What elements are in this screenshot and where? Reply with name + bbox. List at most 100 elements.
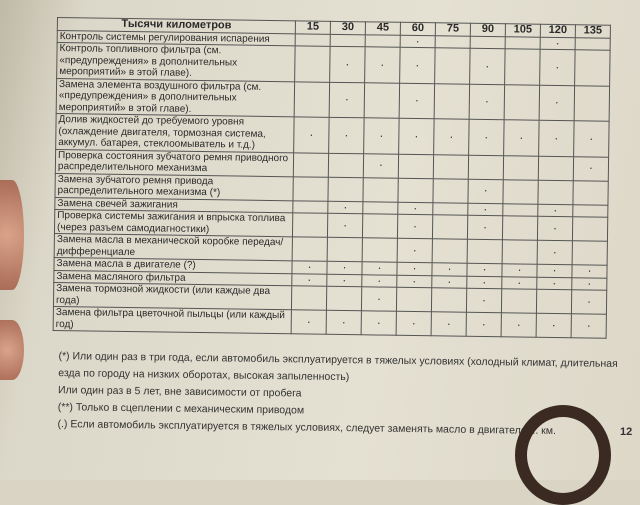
empty-cell bbox=[292, 176, 329, 201]
document-page: Тысячи километров 15 30 45 60 75 90 105 120 135 … bbox=[0, 0, 640, 480]
mark-dot: · bbox=[467, 178, 504, 204]
empty-cell bbox=[326, 286, 362, 311]
mark-dot: · bbox=[363, 153, 399, 178]
empty-cell bbox=[327, 237, 363, 262]
mark-dot: · bbox=[468, 119, 505, 156]
mark-dot: · bbox=[397, 200, 433, 215]
mark-dot: · bbox=[397, 214, 433, 239]
empty-cell bbox=[470, 35, 506, 49]
empty-cell bbox=[292, 236, 328, 262]
empty-cell bbox=[574, 85, 610, 122]
empty-cell bbox=[398, 153, 434, 179]
header-col: 75 bbox=[435, 22, 471, 36]
finger-photo bbox=[0, 320, 24, 380]
empty-cell bbox=[505, 36, 541, 50]
mark-dot: · bbox=[399, 47, 436, 84]
row-label: Контроль топливного фильтра (см. «предуп… bbox=[56, 42, 296, 82]
header-col: 15 bbox=[295, 20, 331, 34]
empty-cell bbox=[294, 81, 330, 118]
row-label: Проверка состояния зубчатого ремня приво… bbox=[55, 148, 294, 177]
mark-dot: · bbox=[538, 120, 575, 157]
empty-cell bbox=[504, 48, 541, 85]
mark-dot: · bbox=[397, 238, 433, 263]
empty-cell bbox=[365, 34, 401, 48]
header-col: 45 bbox=[365, 21, 401, 35]
mark-dot: · bbox=[400, 34, 436, 48]
mark-dot: · bbox=[327, 200, 363, 214]
header-col: 30 bbox=[330, 21, 366, 35]
mark-dot: · bbox=[329, 46, 366, 83]
empty-cell bbox=[572, 240, 608, 266]
empty-cell bbox=[574, 49, 611, 86]
empty-cell bbox=[432, 214, 468, 240]
mark-dot: · bbox=[361, 273, 397, 288]
mark-dot: · bbox=[571, 276, 607, 291]
empty-cell bbox=[502, 179, 539, 204]
mark-dot: · bbox=[536, 313, 572, 338]
mark-dot: · bbox=[537, 240, 573, 265]
empty-cell bbox=[362, 237, 398, 263]
row-label: Замена элемента воздушного фильтра (см. … bbox=[56, 78, 295, 117]
empty-cell bbox=[575, 37, 611, 51]
page-number: 12 bbox=[620, 426, 633, 438]
empty-cell bbox=[362, 213, 398, 239]
empty-cell bbox=[432, 202, 468, 216]
mark-dot: · bbox=[469, 83, 505, 120]
mark-dot: · bbox=[326, 273, 362, 287]
mark-dot: · bbox=[501, 312, 537, 338]
mark-dot: · bbox=[466, 312, 502, 337]
row-label: Проверка системы зажигания и впрыска топ… bbox=[54, 209, 293, 237]
mark-dot: · bbox=[361, 286, 397, 312]
mark-dot: · bbox=[363, 117, 400, 154]
mark-dot: · bbox=[466, 288, 502, 313]
empty-cell bbox=[362, 177, 399, 202]
empty-cell bbox=[364, 82, 400, 119]
mark-dot: · bbox=[364, 46, 401, 83]
mark-dot: · bbox=[431, 274, 467, 289]
mark-dot: · bbox=[326, 310, 362, 335]
empty-cell bbox=[572, 180, 609, 205]
empty-cell bbox=[295, 33, 331, 47]
mark-dot: · bbox=[466, 274, 502, 289]
mark-dot: · bbox=[431, 311, 467, 337]
mark-dot: · bbox=[503, 119, 540, 156]
mark-dot: · bbox=[573, 120, 610, 157]
empty-cell bbox=[537, 179, 574, 205]
row-label: Замена зубчатого ремня привода распредел… bbox=[54, 172, 294, 201]
empty-cell bbox=[572, 216, 608, 242]
mark-dot: · bbox=[399, 82, 435, 119]
empty-cell bbox=[292, 212, 328, 238]
empty-cell bbox=[504, 84, 540, 121]
empty-cell bbox=[362, 201, 398, 215]
empty-cell bbox=[433, 154, 469, 179]
mark-dot: · bbox=[396, 273, 432, 288]
empty-cell bbox=[292, 200, 328, 214]
mark-dot: · bbox=[469, 48, 506, 85]
empty-cell bbox=[572, 204, 608, 218]
maintenance-table: Тысячи километров 15 30 45 60 75 90 105 120 135 … bbox=[53, 17, 611, 339]
empty-cell bbox=[432, 238, 468, 264]
mark-dot: · bbox=[571, 313, 607, 339]
cord-photo bbox=[515, 405, 611, 505]
mark-dot: · bbox=[327, 213, 363, 238]
empty-cell bbox=[501, 288, 537, 314]
mark-dot: · bbox=[433, 118, 470, 155]
empty-cell bbox=[538, 155, 574, 181]
empty-cell bbox=[503, 155, 539, 180]
mark-dot: · bbox=[467, 215, 503, 240]
empty-cell bbox=[502, 215, 538, 241]
empty-cell bbox=[467, 239, 503, 264]
empty-cell bbox=[291, 285, 327, 311]
mark-dot: · bbox=[573, 156, 609, 181]
mark-dot: · bbox=[293, 116, 330, 153]
mark-dot: · bbox=[361, 310, 397, 336]
empty-cell bbox=[468, 154, 504, 180]
mark-dot: · bbox=[540, 35, 576, 50]
mark-dot: · bbox=[398, 118, 435, 155]
row-label: Замена тормозной жидкости (или каждые дв… bbox=[53, 282, 292, 310]
mark-dot: · bbox=[501, 275, 537, 290]
empty-cell bbox=[328, 152, 364, 178]
empty-cell bbox=[431, 287, 467, 313]
empty-cell bbox=[294, 45, 331, 82]
row-label: Долив жидкостей до требуемого уровня (ох… bbox=[55, 113, 295, 153]
